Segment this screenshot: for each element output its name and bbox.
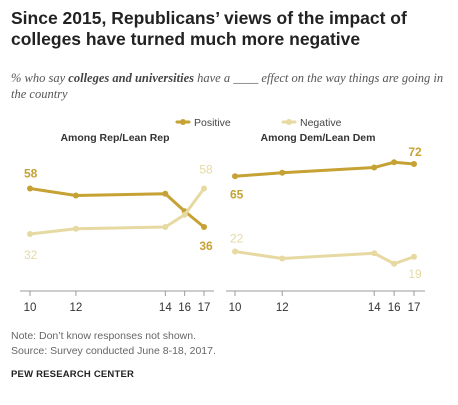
source-text: Source: Survey conducted June 8-18, 2017… — [11, 345, 216, 357]
negative-point-rep — [72, 225, 79, 232]
negative-point-dem — [371, 250, 378, 257]
negative-point-rep — [162, 224, 169, 230]
negative-point-rep — [181, 211, 188, 218]
x-tick-label-dem: 16 — [388, 302, 401, 314]
x-tick-label-rep: 12 — [70, 302, 83, 314]
positive-point-rep — [201, 224, 207, 230]
legend-negative-marker — [286, 119, 292, 125]
legend-positive-marker — [180, 119, 186, 125]
positive-point-dem — [232, 173, 238, 180]
x-tick-label-rep: 14 — [159, 302, 172, 314]
negative-point-dem — [411, 253, 417, 260]
pew-logo-text: PEW RESEARCH CENTER — [11, 369, 135, 380]
negative-line-dem — [233, 250, 416, 266]
chart-subtitle: % who say colleges and universities have… — [11, 70, 451, 102]
negative-point-rep — [201, 185, 207, 192]
x-tick-label-dem: 10 — [229, 302, 242, 314]
positive-point-rep — [162, 190, 169, 197]
panel-rep: 10 12 14 16 17 58 32 36 58 — [20, 163, 214, 314]
positive-point-dem — [371, 164, 378, 171]
note-text: Note: Don’t know responses not shown. — [11, 330, 197, 342]
positive-point-dem — [391, 159, 398, 166]
panel-dem: 10 12 14 16 17 65 22 72 19 — [226, 145, 425, 314]
x-tick-label-dem: 17 — [408, 302, 421, 314]
negative-point-dem — [391, 260, 398, 267]
chart-title: Since 2015, Republicans’ views of the im… — [11, 8, 407, 49]
data-label-dem: 22 — [230, 232, 244, 246]
legend-negative-label: Negative — [300, 117, 342, 129]
x-tick-label-rep: 16 — [178, 302, 191, 314]
negative-point-dem — [279, 255, 286, 262]
positive-point-rep — [72, 192, 79, 199]
legend: Positive Negative — [175, 117, 342, 129]
positive-point-rep — [27, 185, 33, 192]
subtitle-suffix: have a ____ effect on the way things are… — [11, 71, 444, 101]
negative-point-dem — [232, 248, 238, 255]
legend-positive-label: Positive — [194, 117, 231, 129]
plot-layer: 10 12 14 16 17 58 32 36 58 10 12 14 16 17 65 22 72 19 — [20, 145, 425, 314]
panel-title-dem: Among Dem/Lean Dem — [261, 132, 376, 144]
x-tick-label-rep: 10 — [24, 302, 37, 314]
data-label-dem: 65 — [230, 187, 244, 201]
negative-point-rep — [27, 231, 33, 237]
x-tick-label-dem: 12 — [276, 302, 289, 314]
data-label-dem: 72 — [408, 145, 422, 159]
positive-line-rep — [28, 187, 206, 229]
positive-point-dem — [279, 169, 286, 176]
x-tick-label-dem: 14 — [368, 302, 381, 314]
x-tick-label-rep: 17 — [198, 302, 211, 314]
data-label-dem: 19 — [408, 267, 422, 281]
subtitle-emphasis: colleges and universities — [68, 71, 194, 85]
positive-line-dem — [233, 160, 416, 178]
panel-title-rep: Among Rep/Lean Rep — [60, 132, 169, 144]
subtitle-prefix: % who say — [11, 71, 69, 85]
data-label-rep: 32 — [24, 248, 38, 262]
positive-point-dem — [411, 161, 417, 167]
data-label-rep: 58 — [24, 167, 38, 181]
data-label-rep: 58 — [199, 163, 213, 177]
data-label-rep: 36 — [199, 239, 213, 253]
